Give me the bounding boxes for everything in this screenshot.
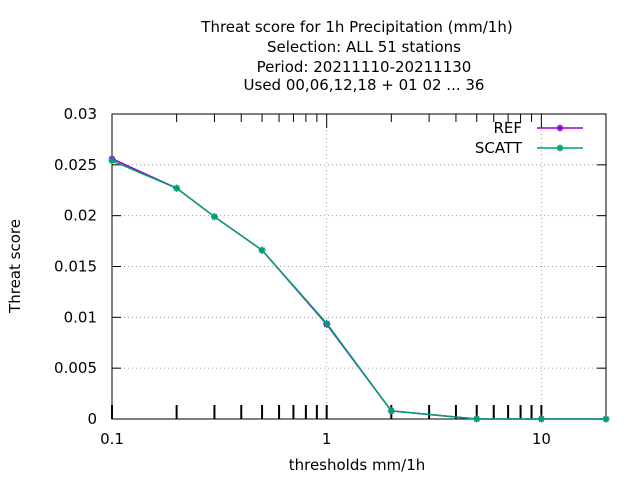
title-line-2: Selection: ALL 51 stations <box>267 38 461 56</box>
y-axis-label: Threat score <box>6 219 24 314</box>
marker-stroke <box>538 416 545 422</box>
x-tick-label: 0.1 <box>100 430 124 448</box>
y-tick-label: 0.015 <box>54 258 97 276</box>
data-point-scatt <box>387 407 395 415</box>
y-tick-label: 0.03 <box>64 105 97 123</box>
data-point-scatt <box>258 246 266 254</box>
legend-marker-scatt <box>556 144 564 152</box>
marker-stroke <box>109 157 115 164</box>
title-line-4: Used 00,06,12,18 + 01 02 ... 36 <box>244 76 485 94</box>
y-tick-label: 0.02 <box>64 207 97 225</box>
marker-stroke <box>473 416 480 422</box>
x-tick-label: 1 <box>322 430 332 448</box>
grid <box>112 114 606 419</box>
y-tick-label: 0.005 <box>54 359 97 377</box>
marker-stroke <box>388 407 395 414</box>
marker-stroke <box>211 213 218 220</box>
legend-label-ref: REF <box>493 119 522 137</box>
y-tick-label: 0 <box>87 410 97 428</box>
data-point-scatt <box>173 184 181 192</box>
data-point-scatt <box>602 415 610 423</box>
chart-title: Threat score for 1h Precipitation (mm/1h… <box>200 18 512 94</box>
marker-stroke <box>259 247 266 254</box>
series-line-ref <box>111 158 606 420</box>
marker-stroke <box>173 185 180 192</box>
marker-stroke <box>603 416 609 422</box>
y-tick-label: 0.01 <box>64 308 97 326</box>
x-tick-label: 10 <box>532 430 551 448</box>
legend: REF SCATT <box>475 119 583 157</box>
marker-stroke <box>557 125 563 131</box>
data-point-scatt <box>323 319 331 327</box>
x-axis-label: thresholds mm/1h <box>289 456 426 474</box>
series-line-scatt <box>111 160 606 420</box>
title-line-1: Threat score for 1h Precipitation (mm/1h… <box>200 18 512 36</box>
data-point-scatt <box>537 415 545 423</box>
marker-stroke <box>323 320 330 327</box>
axis-ticks <box>111 113 606 420</box>
title-line-3: Period: 20211110-20211130 <box>257 58 472 76</box>
plot-frame <box>111 113 607 420</box>
legend-marker-ref <box>556 124 564 132</box>
marker-stroke <box>557 145 563 151</box>
y-tick-label: 0.025 <box>54 156 97 174</box>
x-tick-labels: 0.1 1 10 <box>100 430 551 448</box>
legend-label-scatt: SCATT <box>475 139 523 157</box>
data-point-scatt <box>473 415 481 423</box>
y-tick-labels: 0 0.005 0.01 0.015 0.02 0.025 0.03 <box>54 105 97 428</box>
data-series <box>108 155 610 423</box>
data-point-scatt <box>108 157 116 165</box>
data-point-scatt <box>210 213 218 221</box>
